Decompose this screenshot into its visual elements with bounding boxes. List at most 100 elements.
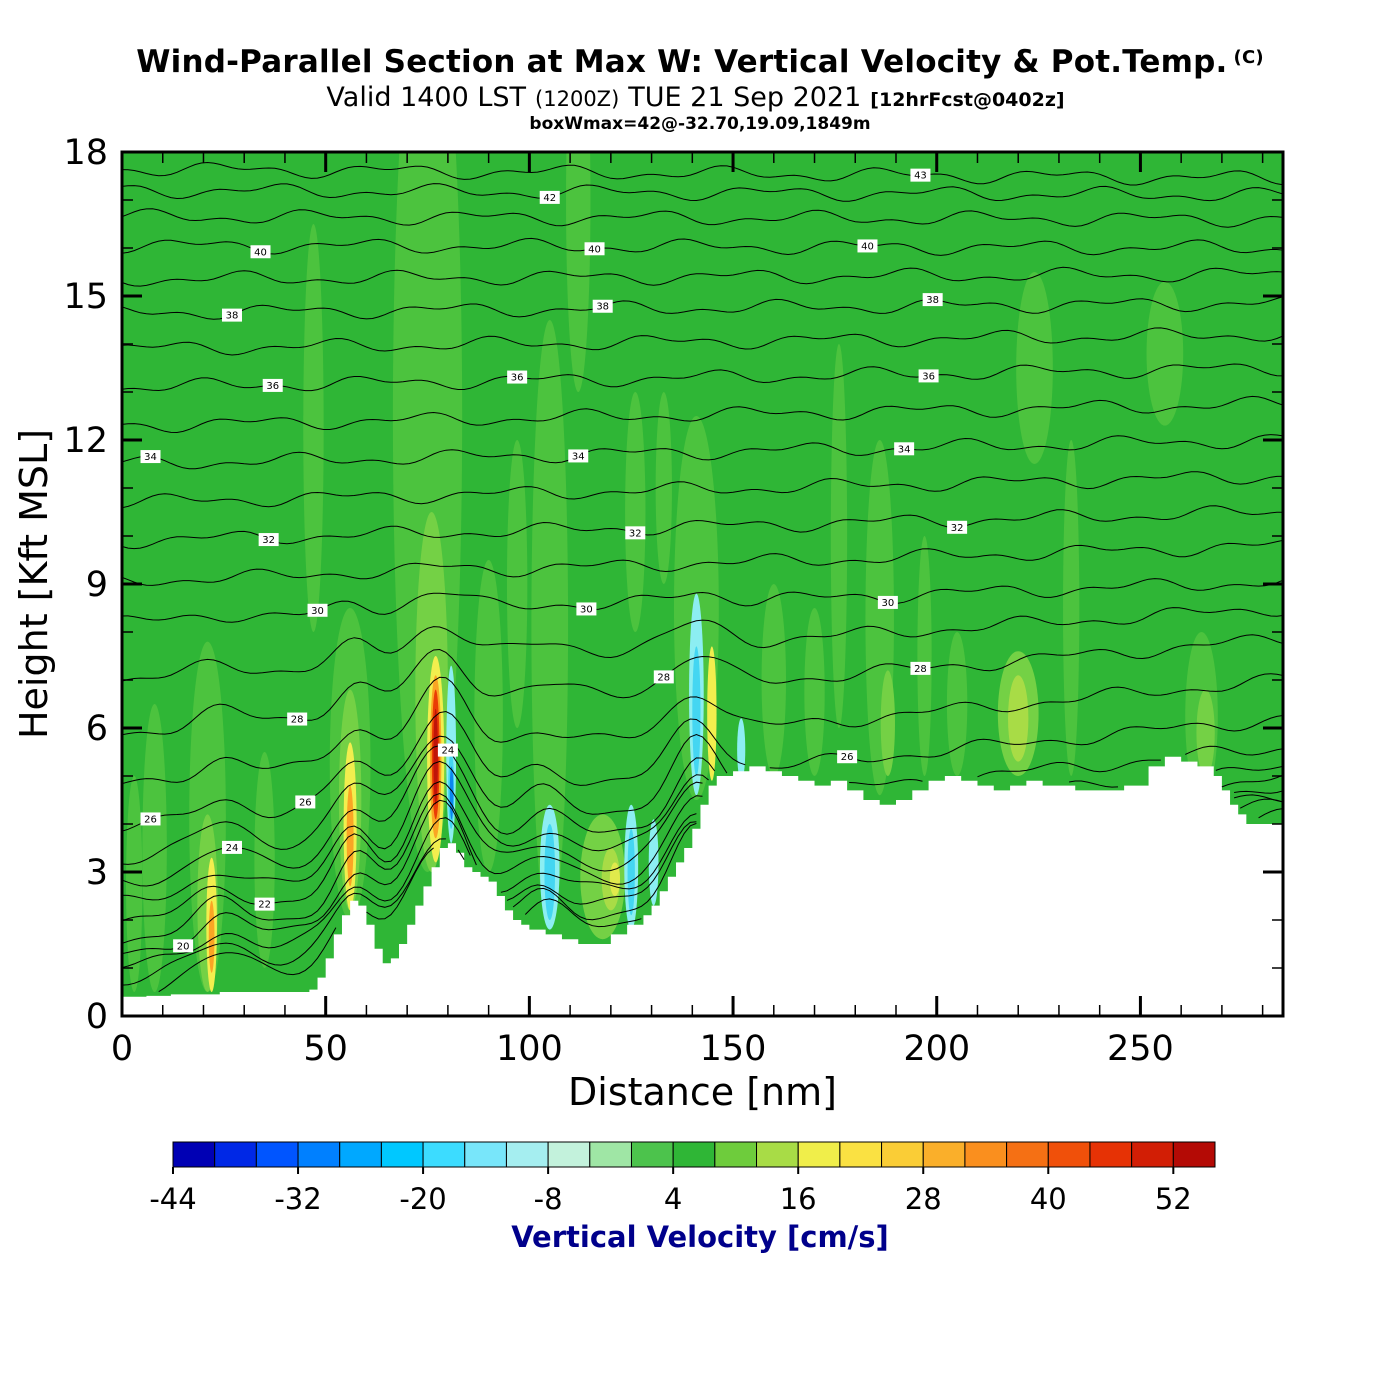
colorbar: -44 -32 -20 -8 4 16 28 40 52 <box>149 1141 1216 1216</box>
colorbar-segment <box>505 1141 549 1168</box>
velocity-cell <box>737 718 746 781</box>
colorbar-segment <box>714 1141 758 1168</box>
isentrope-line <box>122 434 1283 470</box>
isentrope-line <box>122 296 1283 320</box>
colorbar-segment <box>1131 1141 1174 1168</box>
isentrope-label: 32 <box>629 528 642 539</box>
velocity-cell <box>531 320 569 930</box>
colorbar-segment <box>422 1141 466 1168</box>
chart-title-text: Wind-Parallel Section at Max W: Vertical… <box>136 44 1228 80</box>
isentrope-line <box>122 607 1283 682</box>
isentrope-label: 30 <box>311 606 324 617</box>
colorbar-tick-label: -20 <box>399 1182 446 1216</box>
x-tick-label: 100 <box>496 1029 563 1069</box>
velocity-cell <box>830 344 848 728</box>
colorbar-segment <box>797 1141 841 1168</box>
valid-date: TUE 21 Sep 2021 <box>628 82 862 113</box>
colorbar-title: Vertical Velocity [cm/s] <box>511 1220 889 1254</box>
chart-title: Wind-Parallel Section at Max W: Vertical… <box>0 44 1400 80</box>
isentrope-label-box <box>250 245 271 259</box>
velocity-cell <box>946 632 968 776</box>
y-tick-label: 9 <box>86 565 108 605</box>
isentrope-label-box <box>307 603 328 617</box>
isentrope-line <box>122 161 1283 186</box>
isentrope-label-box <box>584 242 605 256</box>
isentrope-line <box>122 363 1283 392</box>
velocity-cell <box>142 704 167 992</box>
velocity-cell <box>254 752 275 968</box>
isentrope-line <box>122 208 1283 228</box>
colorbar-tick-label: 28 <box>905 1182 942 1216</box>
isentrope-line <box>122 673 1283 785</box>
isentrope-label-box <box>254 897 275 911</box>
x-tick-label: 200 <box>903 1029 970 1069</box>
y-tick-label: 3 <box>86 853 108 893</box>
colorbar-segment <box>1006 1141 1049 1168</box>
isentrope-label: 28 <box>914 664 927 675</box>
isentrope-label-box <box>947 520 968 534</box>
isentrope-label: 43 <box>914 171 927 182</box>
velocity-cell <box>208 900 215 973</box>
colorbar-segment <box>255 1141 299 1168</box>
isentrope-label: 26 <box>144 814 157 825</box>
velocity-cell <box>303 224 324 632</box>
y-tick-label: 18 <box>63 133 108 173</box>
colorbar-segment <box>922 1141 966 1168</box>
colorbar-tick-label: 40 <box>1030 1182 1067 1216</box>
velocity-cell <box>566 152 591 392</box>
isentrope-label-box <box>287 712 308 726</box>
velocity-cell <box>917 536 932 776</box>
x-tick-label: 250 <box>1107 1029 1174 1069</box>
isentrope-label-box <box>221 840 242 854</box>
isentrope-label: 28 <box>657 672 670 683</box>
colorbar-segment <box>630 1141 674 1168</box>
y-tick-label: 12 <box>63 421 108 461</box>
colorbar-segment <box>964 1141 1008 1168</box>
isentrope-label-box <box>837 750 858 764</box>
isentrope-line <box>122 822 697 986</box>
velocity-cell <box>1008 675 1029 762</box>
isentrope-label: 40 <box>588 244 601 255</box>
isentrope-line <box>122 183 1283 202</box>
colorbar-tick-label: 4 <box>664 1182 682 1216</box>
chart-subtitle: Valid 1400 LST (1200Z) TUE 21 Sep 2021 [12h… <box>0 82 1400 113</box>
colorbar-segment <box>672 1141 716 1168</box>
velocity-cell <box>1146 281 1184 426</box>
isentrope-label: 28 <box>291 715 304 726</box>
isentrope-line <box>122 792 1283 944</box>
velocity-cell <box>1016 272 1053 464</box>
velocity-cell <box>544 824 556 920</box>
colorbar-tick-label: 16 <box>780 1182 817 1216</box>
isentrope-label: 32 <box>951 523 964 534</box>
velocity-cell <box>1063 440 1080 776</box>
isentrope-label-box <box>262 378 283 392</box>
isentrope-line <box>122 733 1283 865</box>
isentrope-label: 34 <box>572 451 585 462</box>
valid-time: Valid 1400 LST <box>326 82 527 113</box>
x-tick-label: 150 <box>700 1029 767 1069</box>
y-tick-label: 6 <box>86 709 108 749</box>
colorbar-segment <box>839 1141 883 1168</box>
isentrope-label-box <box>140 812 161 826</box>
valid-time-z: (1200Z) <box>535 87 620 111</box>
colorbar-tick-label: 52 <box>1155 1182 1192 1216</box>
isentrope-label-box <box>653 670 674 684</box>
isentrope-label: 40 <box>861 241 874 252</box>
isentrope-line <box>122 505 1283 550</box>
isentrope-label-box <box>592 299 613 313</box>
isentrope-line <box>122 634 1283 736</box>
colorbar-segment <box>1047 1141 1091 1168</box>
velocity-cell <box>804 608 825 776</box>
isentrope-line <box>122 781 1283 922</box>
isentrope-label: 36 <box>266 381 279 392</box>
colorbar-segment <box>172 1141 216 1168</box>
isentrope-line <box>122 745 1283 887</box>
isentrope-line <box>122 471 1283 509</box>
colorbar-segment <box>339 1141 382 1168</box>
isentrope-label-box <box>910 168 931 182</box>
isentrope-line <box>122 808 1283 969</box>
isentrope-label-box <box>140 450 161 464</box>
forecast-run-info: [12hrFcst@0402z] <box>870 89 1065 111</box>
